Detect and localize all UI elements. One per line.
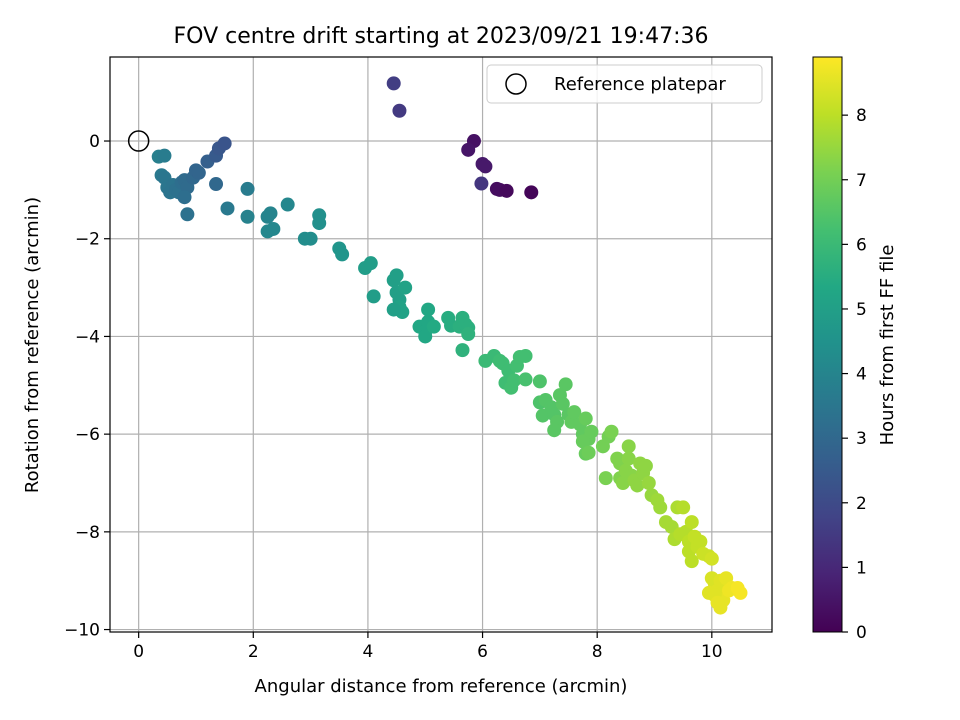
data-point: [426, 319, 441, 334]
data-point: [621, 439, 636, 454]
colorbar-tick-label: 5: [856, 300, 867, 320]
data-point: [584, 424, 599, 439]
data-point: [638, 458, 653, 473]
data-point: [461, 326, 476, 341]
data-point: [266, 221, 281, 236]
colorbar-tick-label: 3: [856, 429, 867, 449]
data-point: [220, 201, 235, 216]
colorbar-tick-label: 4: [856, 365, 867, 385]
chart-title: FOV centre drift starting at 2023/09/21 …: [174, 24, 709, 49]
data-point: [177, 190, 192, 205]
data-point: [478, 159, 493, 174]
y-tick-label: −6: [75, 425, 100, 445]
data-point: [312, 216, 327, 231]
colorbar: 0 1 2 3 4 5 6 7 8 Hours from first FF file: [812, 56, 898, 643]
colorbar-tick-label: 8: [856, 106, 867, 126]
reference-marker: [127, 130, 150, 152]
data-point: [421, 302, 436, 317]
x-tick-label: 10: [701, 642, 723, 662]
data-point: [263, 206, 278, 221]
colorbar-tick-label: 2: [856, 494, 867, 514]
data-point: [567, 405, 582, 420]
legend-entry-reference: Reference platepar: [554, 74, 726, 95]
y-tick-label: −10: [64, 621, 100, 641]
data-point: [474, 176, 489, 191]
reference-point: [127, 130, 150, 152]
y-tick-label: −8: [75, 523, 100, 543]
colorbar-tick-label: 7: [856, 171, 867, 191]
legend-marker: [505, 73, 527, 95]
colorbar-gradient: [812, 56, 843, 633]
data-point: [191, 165, 206, 180]
data-point: [240, 181, 255, 196]
data-point: [157, 148, 172, 163]
colorbar-label: Hours from first FF file: [877, 245, 898, 446]
data-point: [180, 207, 195, 222]
data-point: [532, 374, 547, 389]
data-point: [653, 500, 668, 515]
x-tick-label: 8: [592, 642, 603, 662]
colorbar-tick-label: 0: [856, 623, 867, 643]
x-axis-ticks: 0 2 4 6 8 10: [133, 632, 723, 662]
data-point: [418, 329, 433, 344]
legend: Reference platepar: [486, 64, 763, 104]
data-point: [710, 595, 725, 610]
data-point: [547, 423, 562, 438]
data-point: [641, 475, 656, 490]
data-point: [461, 142, 476, 157]
data-point: [499, 183, 514, 198]
legend-box: [486, 64, 763, 104]
data-point: [303, 231, 318, 246]
data-point: [598, 471, 613, 486]
data-point: [684, 554, 699, 569]
data-point: [676, 500, 691, 515]
data-point: [507, 373, 522, 388]
y-tick-label: −2: [75, 230, 100, 250]
data-point: [518, 372, 533, 387]
data-point: [455, 343, 470, 358]
data-point: [555, 396, 570, 411]
data-points: [151, 76, 748, 615]
x-tick-label: 6: [477, 642, 488, 662]
data-point: [581, 445, 596, 460]
data-point: [524, 185, 539, 200]
data-point: [733, 585, 748, 600]
colorbar-tick-label: 1: [856, 558, 867, 578]
data-point: [684, 515, 699, 530]
data-point: [335, 247, 350, 262]
data-point: [217, 136, 232, 151]
data-point: [575, 434, 590, 449]
data-point: [209, 177, 224, 192]
y-axis-ticks: 0 −2 −4 −6 −8 −10: [64, 132, 110, 641]
data-point: [398, 280, 413, 295]
data-point: [392, 103, 407, 118]
data-point: [366, 289, 381, 304]
data-point: [386, 302, 401, 317]
data-point: [280, 197, 295, 212]
y-tick-label: 0: [89, 132, 100, 152]
data-point: [630, 478, 645, 493]
data-point: [389, 268, 404, 283]
y-tick-label: −4: [75, 327, 100, 347]
data-point: [240, 209, 255, 224]
data-point: [363, 256, 378, 271]
data-point: [558, 377, 573, 392]
plot-frame: [109, 56, 773, 633]
colorbar-tick-label: 6: [856, 235, 867, 255]
x-tick-label: 2: [248, 642, 259, 662]
colorbar-ticks: 0 1 2 3 4 5 6 7 8: [842, 106, 867, 643]
data-point: [518, 348, 533, 363]
data-point: [535, 408, 550, 423]
data-point: [386, 76, 401, 91]
data-point: [693, 534, 708, 549]
x-tick-label: 0: [133, 642, 144, 662]
y-axis-label: Rotation from reference (arcmin): [22, 197, 43, 493]
data-point: [621, 451, 636, 466]
x-tick-label: 4: [363, 642, 374, 662]
data-point: [578, 411, 593, 426]
data-point: [604, 424, 619, 439]
data-point: [704, 551, 719, 566]
x-axis-label: Angular distance from reference (arcmin): [255, 676, 628, 697]
